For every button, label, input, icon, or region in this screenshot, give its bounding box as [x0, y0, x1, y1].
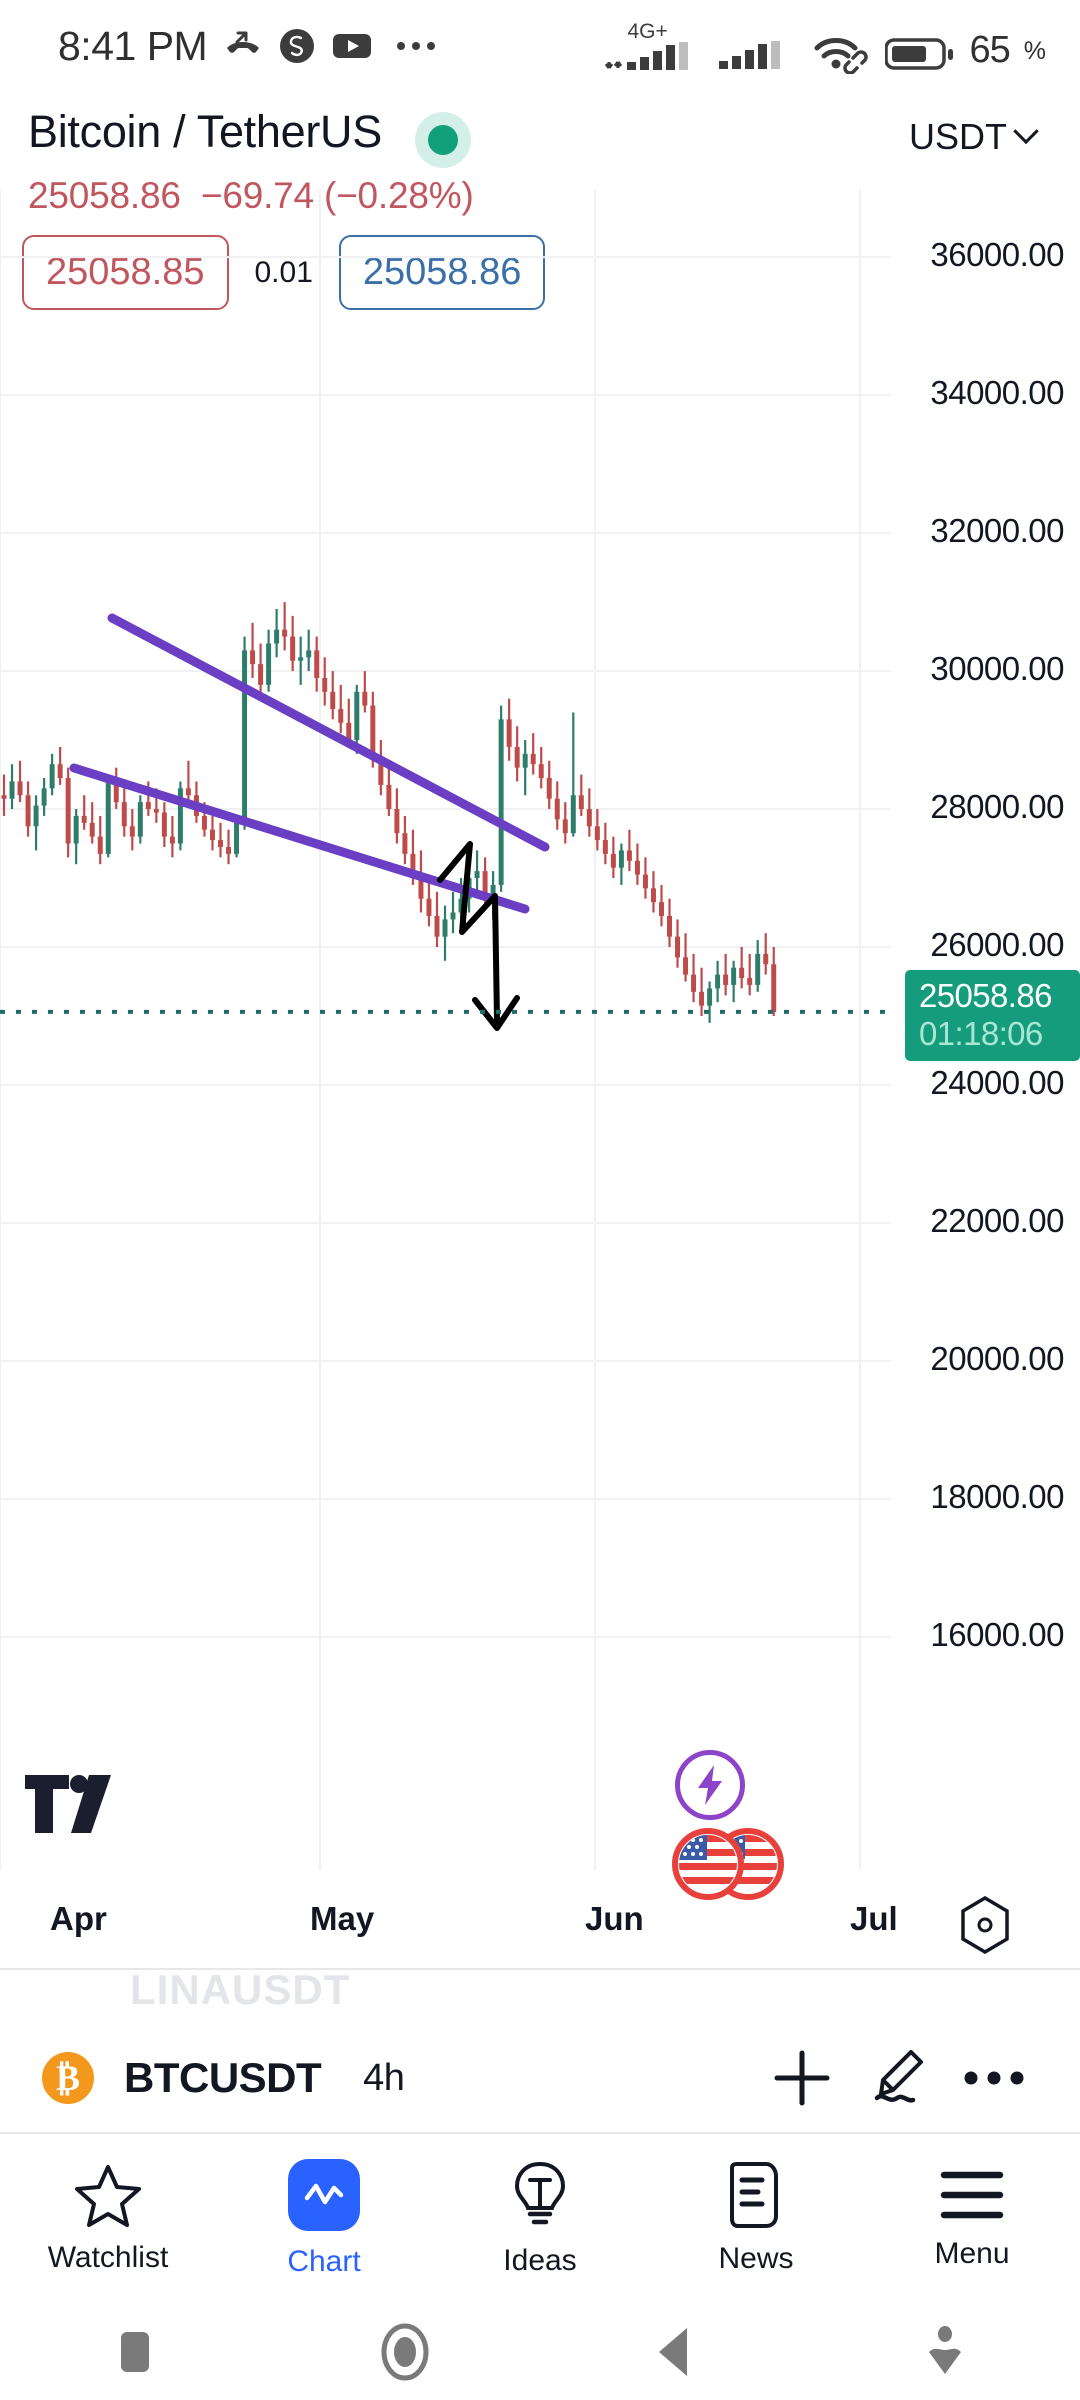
ask-button[interactable]: 25058.86	[338, 235, 546, 310]
battery-icon	[885, 37, 954, 70]
battery-percent-symbol: %	[1023, 36, 1046, 65]
time-tick-label: Apr	[50, 1900, 107, 1937]
price-tick-label: 22000.00	[930, 1201, 1064, 1239]
signal-bars-icon-1	[605, 41, 689, 70]
change-percent: (−0.28%)	[324, 175, 474, 216]
bottom-navigation[interactable]: Watchlist Chart Ideas News Menu	[0, 2132, 1080, 2304]
price-change-row: 25058.86 −69.74 (−0.28%)	[28, 175, 474, 217]
chevron-down-icon	[1013, 118, 1039, 145]
price-tick-label: 18000.00	[930, 1477, 1064, 1515]
chart-line-icon	[288, 2159, 360, 2231]
nav-label-ideas: Ideas	[503, 2244, 577, 2277]
add-indicator-button[interactable]	[754, 2030, 850, 2126]
chart-settings-hex-icon[interactable]	[955, 1895, 1015, 1955]
currency-label: USDT	[909, 116, 1007, 157]
nav-item-watchlist[interactable]: Watchlist	[0, 2134, 216, 2304]
change-absolute: −69.74	[200, 175, 314, 216]
more-dots-icon	[397, 42, 436, 50]
document-icon	[730, 2162, 778, 2228]
time-tick-label: Jun	[585, 1900, 644, 1937]
price-tick-label: 24000.00	[930, 1063, 1064, 1101]
price-tick-label: 36000.00	[930, 236, 1064, 274]
nav-label-menu: Menu	[934, 2237, 1010, 2270]
candlestick-chart[interactable]	[0, 190, 1080, 1910]
nav-item-menu[interactable]: Menu	[864, 2134, 1080, 2304]
currency-selector[interactable]: USDT	[909, 116, 1039, 158]
status-time: 8:41 PM	[58, 22, 208, 69]
home-circle-icon[interactable]	[270, 2321, 540, 2383]
market-open-dot	[428, 125, 458, 155]
chart-header: Bitcoin / TetherUS USDT	[0, 92, 1080, 202]
nav-item-ideas[interactable]: Ideas	[432, 2134, 648, 2304]
earnings-bolt-icon[interactable]	[675, 1750, 745, 1820]
chart-canvas[interactable]	[0, 190, 1080, 1910]
android-navigation-bar[interactable]	[0, 2304, 1080, 2400]
time-tick-label: Jul	[850, 1900, 898, 1937]
hamburger-icon	[940, 2171, 1004, 2219]
price-tick-label: 20000.00	[930, 1339, 1064, 1377]
nav-item-news[interactable]: News	[648, 2134, 864, 2304]
draw-tools-button[interactable]	[850, 2030, 946, 2126]
ghost-symbol-above[interactable]: LINAUSDT	[130, 1968, 351, 2013]
current-price-badge: 25058.86 01:18:06	[905, 969, 1080, 1061]
network-type-label: 4G+	[627, 19, 668, 43]
page-title[interactable]: Bitcoin / TetherUS	[28, 106, 382, 157]
status-bar: 8:41 PM 4G+	[0, 0, 1080, 92]
wifi-icon	[814, 37, 869, 74]
recents-square-icon[interactable]	[0, 2326, 270, 2378]
last-price: 25058.86	[28, 175, 181, 216]
status-bar-right: 4G+	[605, 21, 1046, 74]
price-tick-label: 30000.00	[930, 650, 1064, 688]
tradingview-logo	[25, 1775, 120, 1833]
status-bar-left: 8:41 PM	[58, 22, 436, 70]
download-arrow-icon[interactable]	[810, 2324, 1080, 2380]
badge-price: 25058.86	[919, 976, 1052, 1014]
nav-label-chart: Chart	[287, 2245, 361, 2278]
star-icon	[75, 2165, 141, 2227]
timeframe-label[interactable]: 4h	[363, 2056, 405, 2099]
signal-app-icon	[279, 28, 315, 64]
price-tick-label: 28000.00	[930, 788, 1064, 826]
cellular-1: 4G+	[605, 21, 705, 72]
badge-countdown: 01:18:06	[919, 1014, 1043, 1052]
market-status-badge	[415, 112, 471, 168]
price-tick-label: 16000.00	[930, 1615, 1064, 1653]
more-options-button[interactable]	[946, 2030, 1042, 2126]
active-symbol-row[interactable]: ₿ BTCUSDT 4h	[0, 2018, 1080, 2138]
back-triangle-icon[interactable]	[540, 2324, 810, 2380]
economic-event-flags[interactable]	[660, 1825, 810, 1903]
lightbulb-icon	[514, 2161, 566, 2225]
spread-value: 0.01	[254, 255, 313, 289]
price-axis[interactable]: 36000.00 34000.00 32000.00 30000.00 28000.00…	[890, 190, 1080, 1910]
signal-bars-icon-2	[719, 40, 781, 69]
bitcoin-icon: ₿	[42, 2052, 94, 2104]
youtube-icon	[332, 31, 372, 61]
battery-percent: 65	[969, 28, 1010, 71]
symbol-name[interactable]: BTCUSDT	[124, 2054, 322, 2101]
nav-label-news: News	[718, 2242, 794, 2275]
price-tick-label: 32000.00	[930, 512, 1064, 550]
nav-item-chart[interactable]: Chart	[216, 2134, 432, 2304]
price-tick-label: 26000.00	[930, 926, 1064, 963]
missed-call-icon	[224, 31, 262, 61]
time-tick-label: May	[310, 1900, 375, 1937]
nav-label-watchlist: Watchlist	[47, 2241, 169, 2274]
price-tick-label: 34000.00	[930, 374, 1064, 412]
